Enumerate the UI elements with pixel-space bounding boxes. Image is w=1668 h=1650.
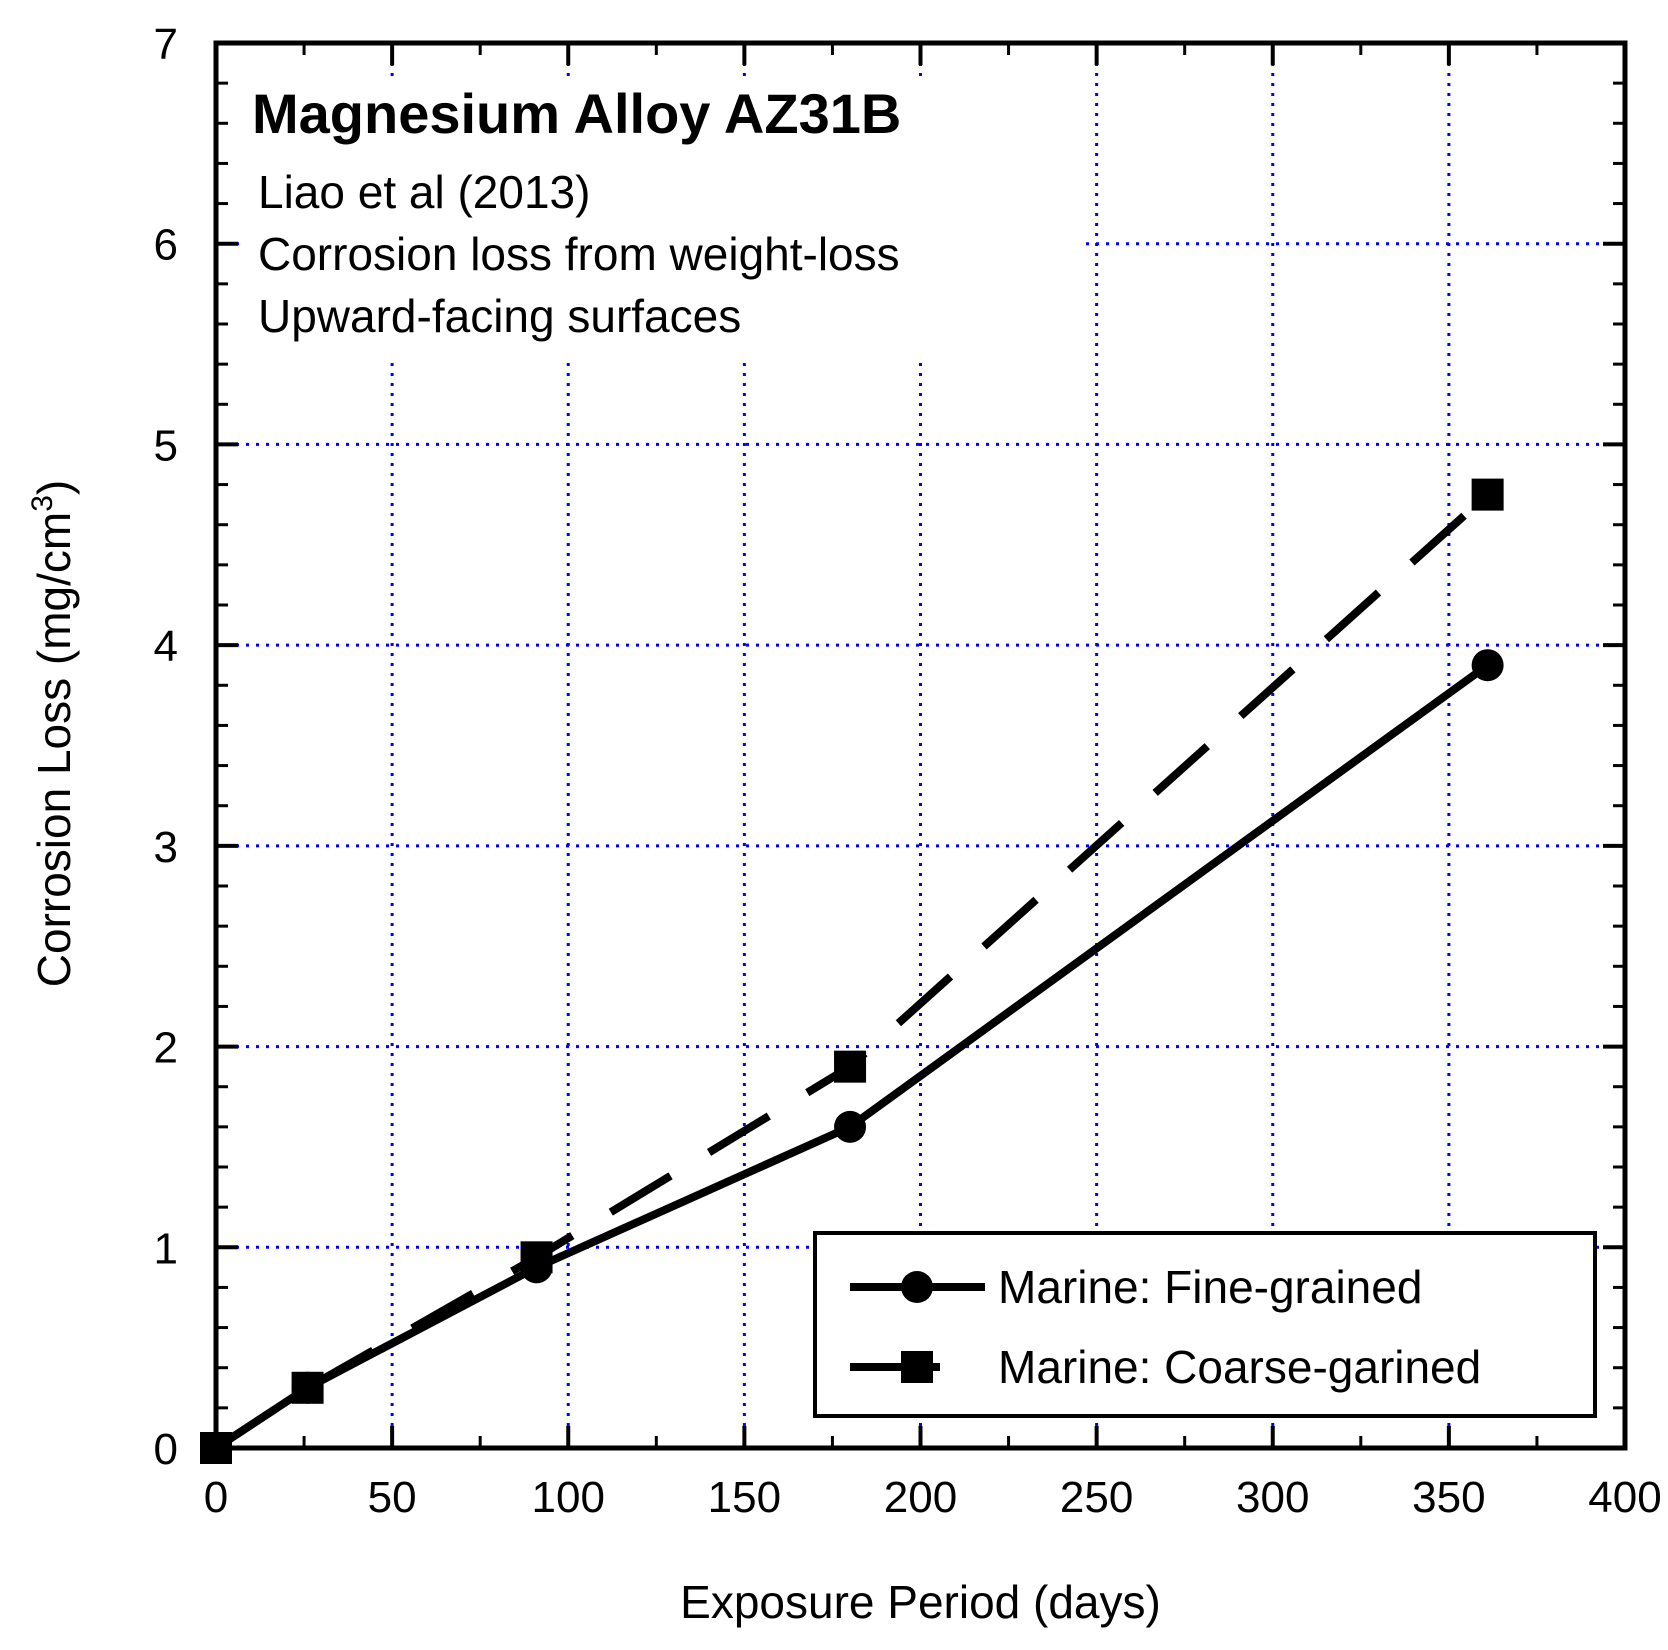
legend-marker (901, 1351, 933, 1383)
x-tick-label: 0 (204, 1473, 228, 1522)
data-point (834, 1110, 867, 1143)
legend-label: Marine: Coarse-garined (998, 1341, 1481, 1393)
y-tick-label: 5 (154, 421, 178, 470)
annotation-source: Liao et al (2013) (258, 166, 590, 218)
tick-labels: 0 50 100 150 200 250 300 350 400 0 1 2 3 4 5 6 7 (154, 20, 1662, 1522)
y-tick-label: 4 (154, 622, 178, 671)
x-tick-label: 100 (532, 1473, 605, 1522)
plot-frame (213, 40, 1628, 1451)
y-axis-title-main: Corrosion Loss (mg/cm (28, 512, 80, 987)
chart-title-block: Magnesium Alloy AZ31B Liao et al (2013) … (244, 82, 1084, 362)
y-axis-title-superscript: 3 (26, 495, 59, 512)
legend-label: Marine: Fine-grained (998, 1261, 1422, 1313)
y-tick-label: 7 (154, 20, 178, 69)
y-axis-title: Corrosion Loss (mg/cm3) (26, 480, 80, 987)
series-fine-grained (200, 649, 1504, 1464)
series (200, 478, 1504, 1464)
legend-box (813, 1231, 1597, 1418)
y-tick-label: 0 (154, 1425, 178, 1474)
y-tick-label: 3 (154, 823, 178, 872)
y-tick-label: 2 (154, 1024, 178, 1073)
grid (216, 43, 1625, 1448)
y-tick-label: 1 (154, 1224, 178, 1273)
legend-items: Marine: Fine-grained Marine: Coarse-garin… (850, 1261, 1481, 1393)
data-point (1471, 649, 1504, 682)
x-tick-label: 250 (1060, 1473, 1133, 1522)
x-tick-label: 150 (708, 1473, 781, 1522)
x-tick-label: 350 (1412, 1473, 1485, 1522)
x-tick-label: 300 (1236, 1473, 1309, 1522)
chart-title: Magnesium Alloy AZ31B (252, 82, 901, 145)
x-tick-label: 400 (1588, 1473, 1661, 1522)
legend-item: Marine: Coarse-garined (850, 1341, 1481, 1393)
data-point (834, 1050, 867, 1083)
annotation-method: Corrosion loss from weight-loss (258, 228, 900, 280)
data-point (291, 1371, 324, 1404)
x-tick-label: 200 (884, 1473, 957, 1522)
annotation-surface: Upward-facing surfaces (258, 290, 741, 342)
x-tick-label: 50 (368, 1473, 417, 1522)
y-tick-label: 6 (154, 221, 178, 270)
data-point (200, 1432, 232, 1464)
x-axis-title: Exposure Period (days) (680, 1576, 1161, 1628)
y-axis-title-close: ) (28, 480, 80, 495)
legend-item: Marine: Fine-grained (850, 1261, 1422, 1313)
data-point (520, 1251, 553, 1284)
data-point (1471, 478, 1504, 511)
title-background (244, 82, 1084, 362)
legend: Marine: Fine-grained Marine: Coarse-garin… (813, 1231, 1597, 1418)
legend-marker (901, 1271, 933, 1303)
